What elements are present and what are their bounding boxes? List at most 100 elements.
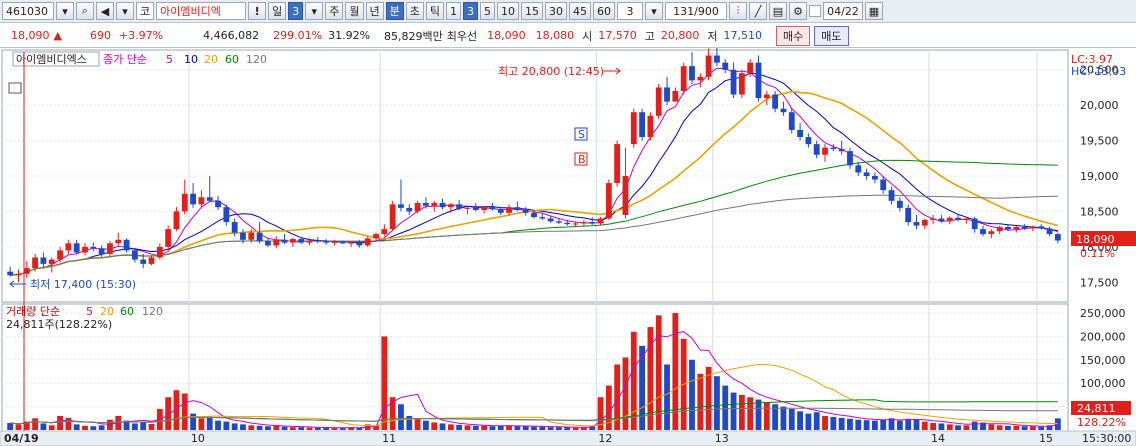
volume-bar: [697, 373, 704, 430]
candle-body: [589, 222, 596, 224]
search-icon[interactable]: ⌕: [76, 2, 94, 20]
period-week[interactable]: 주: [325, 2, 344, 20]
volume-bar: [23, 421, 30, 430]
stock-chart[interactable]: 20,50020,00019,50019,00018,50018,00017,5…: [0, 48, 1136, 446]
volume-bar: [780, 406, 787, 430]
volume-tick-label: 100,000: [1080, 377, 1126, 390]
alert-icon[interactable]: !: [248, 2, 267, 20]
volume-bar: [564, 427, 571, 430]
table-view-icon[interactable]: [8, 82, 22, 94]
candle-body: [797, 129, 803, 138]
period-year[interactable]: 년: [365, 2, 384, 20]
volume-bar: [830, 416, 837, 430]
candle-body: [747, 62, 754, 74]
minute-30[interactable]: 30: [545, 2, 567, 20]
volume-bar: [431, 422, 438, 430]
candle-body: [422, 202, 429, 206]
candle-body: [988, 231, 995, 235]
volume-bar: [738, 394, 745, 430]
candle-body: [165, 229, 172, 247]
candle-body: [348, 242, 354, 244]
volume-bar: [1046, 425, 1053, 430]
x-tick-label: 15: [1039, 432, 1053, 445]
calendar-icon[interactable]: ▦: [865, 2, 883, 20]
current-pct-text: 0.11%: [1080, 247, 1115, 260]
volume-bar: [48, 425, 55, 430]
candle-body: [489, 207, 496, 210]
stock-title-box: [12, 51, 100, 67]
volume-bar: [647, 327, 654, 430]
period-day[interactable]: 일: [268, 2, 287, 20]
volume-bar: [82, 425, 88, 430]
period-second[interactable]: 초: [405, 2, 424, 20]
code-input[interactable]: 461030: [2, 2, 54, 20]
period-selected[interactable]: 3: [288, 2, 304, 20]
volume-bar: [605, 385, 612, 430]
draw-tools-icon[interactable]: ╱: [749, 2, 767, 20]
sound-icon[interactable]: ◀: [96, 2, 114, 20]
price-tick-label: 20,500: [1080, 64, 1119, 77]
volume-bar: [664, 364, 670, 430]
candle-body: [23, 268, 30, 274]
volume-ma5-line: [10, 331, 1058, 429]
candle-body: [838, 149, 845, 152]
count-field[interactable]: 131/900: [665, 2, 727, 20]
period-tick[interactable]: 틱: [425, 2, 444, 20]
candle-body: [689, 66, 695, 81]
buy-button[interactable]: 매수: [776, 25, 811, 46]
volume-bar: [863, 420, 870, 430]
candle-body: [780, 108, 787, 113]
candle-body: [1054, 234, 1061, 241]
price-change: 690: [89, 29, 111, 42]
date-checkbox[interactable]: [809, 5, 821, 17]
minute-10[interactable]: 10: [497, 2, 519, 20]
volume-bar: [971, 421, 978, 430]
volume-bar: [489, 426, 496, 430]
minute-60[interactable]: 60: [593, 2, 615, 20]
candle-body: [547, 218, 554, 222]
candle-type-icon[interactable]: ⫶: [729, 2, 747, 20]
candle-body: [913, 222, 920, 226]
volume-bar: [140, 422, 147, 430]
candle-body: [614, 144, 621, 184]
minute-5[interactable]: 5: [480, 2, 495, 20]
period-dropdown-icon[interactable]: ▾: [305, 2, 324, 20]
minute-3[interactable]: 3: [463, 2, 478, 20]
sell-signal: S: [578, 128, 585, 141]
date-input[interactable]: 04/22: [823, 2, 863, 20]
volume-bar: [805, 413, 812, 430]
bid-price: 18,080: [535, 29, 575, 42]
volume-bar: [123, 420, 130, 430]
sound-dropdown-icon[interactable]: ▾: [116, 2, 134, 20]
candle-body: [223, 207, 230, 223]
gear-icon[interactable]: ⚙: [789, 2, 807, 20]
x-tick-label: 11: [382, 432, 396, 445]
period-month[interactable]: 월: [345, 2, 364, 20]
volume-bar: [531, 426, 537, 430]
volume-bar: [1013, 425, 1020, 430]
current-price-tag-text: 18,090: [1076, 233, 1115, 246]
stock-name-field[interactable]: 아이엠비디엑: [156, 2, 247, 20]
volume-bar: [57, 415, 63, 430]
volume-bar: [772, 404, 779, 430]
period-minute[interactable]: 분: [385, 2, 404, 20]
interval-dropdown-icon[interactable]: ▾: [645, 2, 663, 20]
candle-body: [1021, 227, 1028, 229]
volume-moving-averages: [10, 331, 1058, 429]
volume-bar: [938, 423, 945, 430]
lc-text: LC:3.97: [1071, 53, 1113, 66]
minute-45[interactable]: 45: [569, 2, 591, 20]
vol-ma20-label: 20: [100, 305, 114, 318]
volume-bar: [797, 411, 803, 430]
candle-body: [240, 232, 246, 240]
volume-bar: [373, 425, 379, 430]
interval-input[interactable]: 3: [617, 2, 643, 20]
volume-bar: [514, 426, 521, 430]
volume: 4,466,082: [203, 29, 260, 42]
save-icon[interactable]: ▤: [769, 2, 787, 20]
sell-button[interactable]: 매도: [814, 25, 849, 46]
minute-15[interactable]: 15: [521, 2, 543, 20]
candles: [7, 48, 1061, 283]
minute-1[interactable]: 1: [446, 2, 461, 20]
code-dropdown-icon[interactable]: ▾: [56, 2, 74, 20]
